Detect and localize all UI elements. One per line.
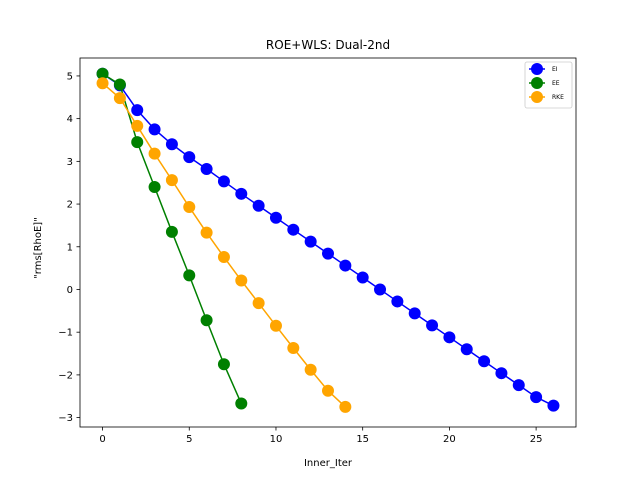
y-tick-label: −1: [58, 328, 73, 339]
data-point-ee: [148, 180, 161, 193]
data-point-ei: [252, 199, 265, 212]
data-point-ei: [512, 379, 525, 392]
data-point-ei: [148, 123, 161, 136]
data-point-ei: [530, 391, 543, 404]
y-tick-label: −3: [58, 413, 73, 424]
data-point-rke: [113, 92, 126, 105]
legend-item-ee: EE: [529, 77, 560, 89]
data-point-ei: [391, 295, 404, 308]
y-tick-label: −2: [58, 370, 73, 381]
data-point-rke: [131, 119, 144, 132]
data-point-ei: [374, 283, 387, 296]
data-point-ei: [183, 151, 196, 164]
legend-marker: [531, 77, 543, 89]
y-tick-label: 0: [67, 285, 73, 296]
data-point-ee: [183, 269, 196, 282]
data-point-ee: [217, 358, 230, 371]
y-tick-label: 3: [67, 157, 73, 168]
data-point-rke: [96, 77, 109, 90]
y-tick-label: 4: [67, 114, 73, 125]
data-point-rke: [200, 226, 213, 239]
data-point-rke: [165, 174, 178, 187]
x-tick-label: 0: [99, 434, 105, 445]
y-axis-label: "rms[RhoE]": [33, 217, 44, 279]
data-point-ei: [408, 307, 421, 320]
data-point-rke: [322, 384, 334, 397]
data-point-ei: [495, 367, 508, 380]
x-tick-label: 15: [356, 434, 369, 445]
x-axis-label: Inner_Iter: [304, 458, 353, 469]
data-point-rke: [287, 341, 300, 354]
data-point-ei: [217, 175, 230, 188]
series-layer: [96, 67, 560, 413]
x-tick-label: 25: [530, 434, 543, 445]
legend-marker: [531, 63, 543, 75]
y-tick-label: 5: [67, 71, 73, 82]
legend-label: EE: [552, 80, 560, 87]
data-point-ee: [235, 397, 248, 410]
data-point-rke: [304, 363, 317, 376]
x-tick-label: 20: [443, 434, 456, 445]
legend: EI EE RKE: [524, 61, 573, 109]
legend-item-rke: RKE: [529, 91, 564, 103]
data-point-ee: [113, 78, 126, 91]
data-point-ei: [235, 187, 248, 200]
x-tick-label: 10: [270, 434, 283, 445]
y-tick-label: 2: [67, 200, 73, 211]
plot-area: 0 5 10 15 20 25 −3 −2 −1 0 1 2 3 4 5: [58, 57, 577, 445]
x-tick-label: 5: [186, 434, 192, 445]
data-point-ei: [304, 235, 317, 248]
data-point-rke: [269, 319, 282, 332]
data-point-ei: [460, 343, 473, 356]
data-point-rke: [217, 251, 230, 264]
data-point-ei: [131, 104, 144, 117]
data-point-ei: [478, 355, 491, 368]
legend-label: EI: [552, 66, 558, 73]
data-point-ei: [339, 259, 352, 272]
data-point-ei: [165, 138, 178, 151]
data-point-rke: [252, 297, 265, 310]
x-axis-ticks: 0 5 10 15 20 25: [99, 427, 542, 445]
legend-label: RKE: [552, 94, 564, 101]
y-tick-label: 1: [67, 242, 73, 253]
data-point-ei: [287, 223, 300, 236]
data-point-ei: [356, 271, 369, 284]
data-point-ei: [200, 163, 213, 176]
data-point-ei: [322, 247, 334, 260]
series-rke: [96, 77, 352, 413]
axes-frame: [79, 57, 577, 428]
data-point-ee: [165, 225, 178, 238]
chart-title: ROE+WLS: Dual-2nd: [266, 38, 390, 52]
legend-item-ei: EI: [529, 63, 558, 75]
data-point-ee: [200, 314, 213, 327]
data-point-rke: [183, 201, 196, 214]
data-point-ei: [443, 331, 456, 344]
series-ee: [96, 67, 248, 410]
data-point-ei: [426, 319, 439, 332]
y-axis-ticks: −3 −2 −1 0 1 2 3 4 5: [58, 71, 80, 424]
data-point-rke: [339, 400, 352, 413]
legend-marker: [531, 91, 543, 103]
data-point-rke: [148, 147, 161, 160]
data-point-rke: [235, 274, 248, 287]
data-point-ei: [547, 399, 560, 412]
data-point-ee: [96, 67, 109, 80]
data-point-ee: [131, 136, 144, 149]
data-point-ei: [269, 211, 282, 224]
